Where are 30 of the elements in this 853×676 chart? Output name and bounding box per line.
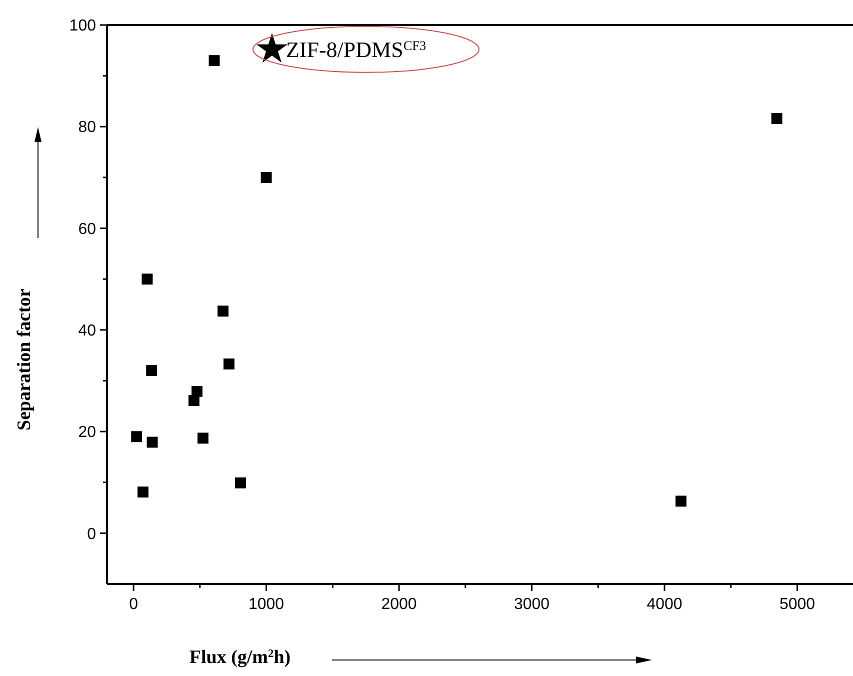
point bbox=[131, 431, 142, 442]
point bbox=[142, 274, 153, 285]
x-axis-title: Flux (g/m$^{2}$h) bbox=[189, 647, 291, 668]
point bbox=[235, 477, 246, 488]
y-axis-title: Separation factor bbox=[14, 288, 35, 430]
point bbox=[197, 432, 208, 444]
point bbox=[256, 33, 288, 63]
y-tick-label: 40 bbox=[78, 322, 96, 340]
point bbox=[260, 172, 272, 183]
x-tick-label: 3000 bbox=[514, 596, 550, 613]
y-tick-label: 0 bbox=[87, 526, 96, 543]
point bbox=[146, 436, 158, 448]
y-tick-label: 100 bbox=[69, 18, 96, 35]
y-tick-label: 80 bbox=[78, 119, 96, 136]
y-tick-label: 60 bbox=[78, 220, 96, 238]
x-tick-label: 4000 bbox=[646, 596, 682, 613]
point bbox=[771, 113, 782, 124]
point bbox=[218, 306, 228, 317]
point bbox=[224, 358, 234, 370]
x-tick-label: 5000 bbox=[779, 596, 816, 613]
point bbox=[188, 395, 200, 406]
y-tick-label: 20 bbox=[78, 424, 96, 442]
point bbox=[208, 55, 220, 66]
point bbox=[675, 496, 686, 507]
x-tick-label: 2000 bbox=[381, 596, 417, 613]
x-tick-label: 0 bbox=[129, 596, 138, 613]
x-tick-label: 1000 bbox=[248, 596, 284, 613]
series-label: ZIF-8/PDMS$^{CF3}$ bbox=[286, 37, 426, 62]
point bbox=[146, 365, 158, 376]
point bbox=[137, 486, 148, 498]
